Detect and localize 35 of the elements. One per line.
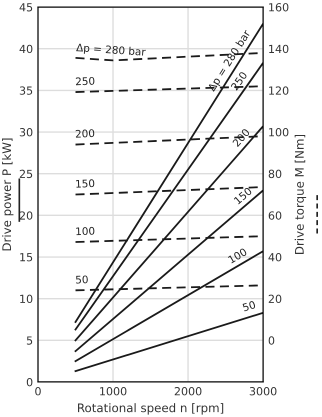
y-tick-label: 15 bbox=[20, 253, 32, 262]
y2-tick-label: 120 bbox=[269, 86, 288, 95]
y-tick-label: 10 bbox=[20, 294, 32, 304]
y2-tick-label: 80 bbox=[268, 170, 282, 178]
annotation: 200 bbox=[76, 129, 94, 138]
y-axis-title: Drive power P [kW] bbox=[2, 138, 14, 250]
annotation: 100 bbox=[228, 248, 248, 264]
x-axis-title: Rotational speed n [rpm] bbox=[78, 403, 224, 415]
y2-tick-label: 60 bbox=[268, 211, 282, 220]
annotation: Δp = 280 bar bbox=[76, 43, 146, 58]
y2-tick-label: 140 bbox=[269, 44, 288, 54]
y2-tick-label: 100 bbox=[269, 128, 288, 136]
x-tick-label: 3000 bbox=[250, 387, 276, 396]
y2-tick-label: 40 bbox=[268, 252, 282, 262]
y-tick-label: 45 bbox=[20, 3, 32, 12]
annotation: 150 bbox=[76, 179, 94, 188]
x-tick-label: 2000 bbox=[174, 387, 202, 396]
y-tick-label: 20 bbox=[20, 211, 32, 220]
annotation: 100 bbox=[76, 226, 94, 236]
y-tick-label: 40 bbox=[20, 44, 32, 54]
y-tick-label: 0 bbox=[26, 378, 32, 386]
x-tick-label: 0 bbox=[35, 387, 41, 396]
y2-axis-title: Drive torque M [Nm] bbox=[294, 134, 306, 254]
y2-tick-label: 0 bbox=[268, 336, 274, 345]
annotation: 250 bbox=[76, 76, 94, 86]
y-tick-label: 30 bbox=[20, 128, 32, 136]
y-tick-label: 25 bbox=[20, 170, 32, 178]
y2-tick-label: 160 bbox=[269, 3, 288, 12]
y2-tick-label: 20 bbox=[268, 294, 282, 304]
y-tick-label: 5 bbox=[26, 336, 32, 345]
annotation: 50 bbox=[242, 300, 256, 312]
annotation: 150 bbox=[234, 186, 252, 205]
x-tick-label: 1000 bbox=[100, 387, 126, 396]
annotation: 50 bbox=[76, 275, 88, 284]
y-tick-label: 35 bbox=[20, 86, 32, 95]
